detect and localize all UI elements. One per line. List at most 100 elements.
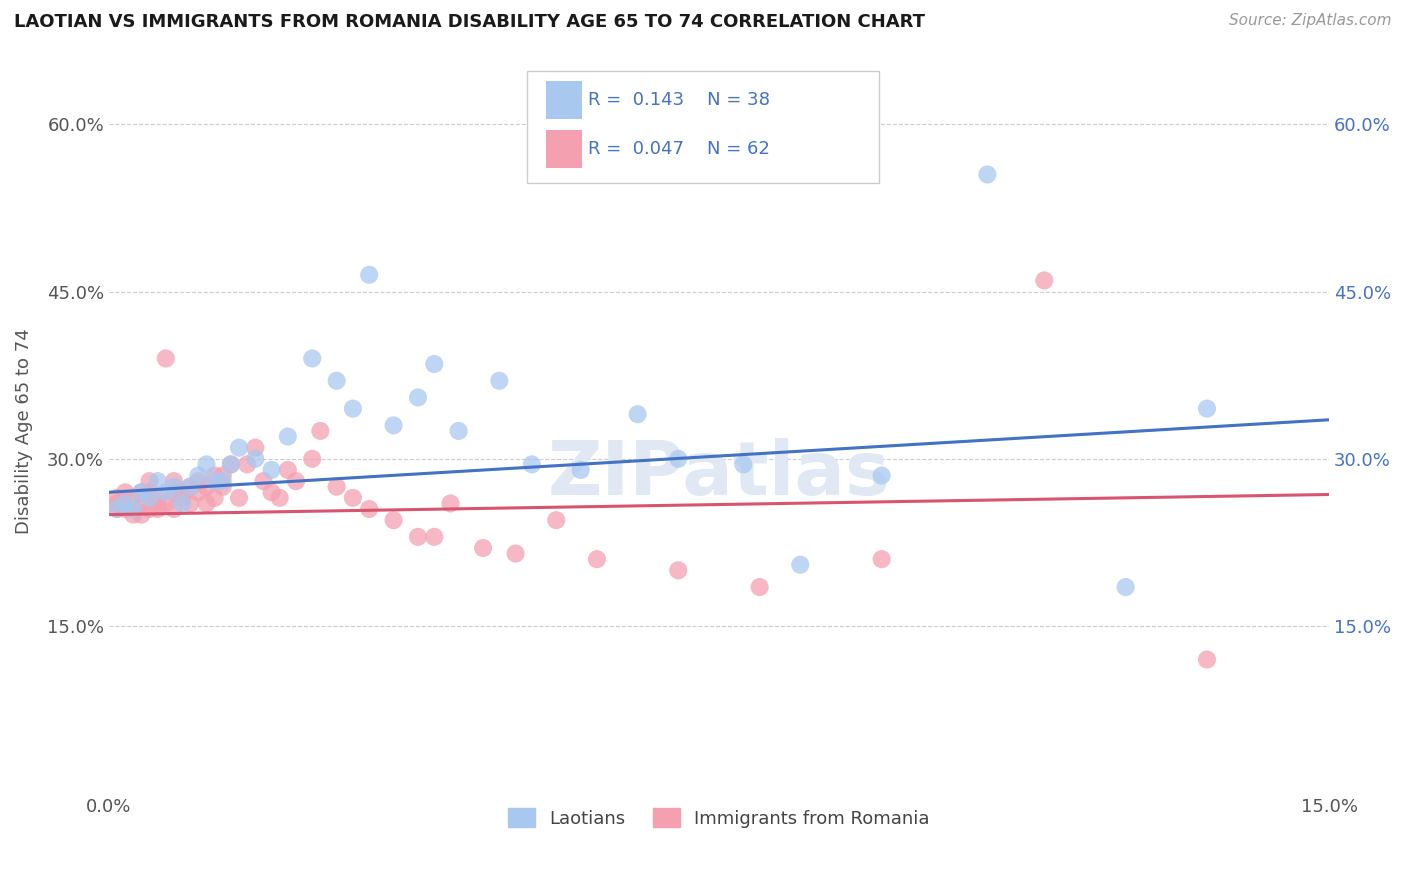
Point (204, 468, 226, 483)
Point (131, 496, 153, 510)
Point (236, 458, 259, 472)
Point (260, 485, 283, 500)
Point (586, 552, 609, 566)
Point (187, 485, 209, 500)
Point (342, 401, 364, 416)
Point (789, 558, 811, 572)
Point (114, 485, 136, 500)
Point (195, 496, 218, 510)
Point (146, 474, 169, 488)
Point (277, 429, 299, 443)
Point (1195, 401, 1218, 416)
Point (359, 502, 381, 516)
Point (269, 491, 291, 505)
Point (277, 463, 299, 477)
Point (122, 502, 145, 516)
Point (245, 451, 267, 466)
Y-axis label: Disability Age 65 to 74: Disability Age 65 to 74 (15, 328, 32, 533)
Point (219, 458, 242, 472)
Point (122, 502, 145, 516)
Point (155, 485, 177, 500)
Point (284, 474, 307, 488)
Point (309, 424, 332, 438)
Point (488, 374, 510, 388)
Point (505, 547, 527, 561)
Point (870, 468, 893, 483)
Point (626, 407, 648, 421)
Point (138, 502, 160, 516)
Point (138, 485, 160, 500)
Point (195, 458, 218, 472)
Point (138, 491, 160, 505)
Point (423, 530, 446, 544)
Point (325, 374, 347, 388)
Point (114, 502, 136, 516)
Point (211, 480, 233, 494)
Point (105, 496, 128, 510)
Point (666, 563, 689, 577)
Point (301, 351, 323, 366)
Point (1115, 580, 1137, 594)
Point (301, 451, 323, 466)
Point (569, 463, 592, 477)
Point (211, 468, 233, 483)
Point (870, 552, 893, 566)
Point (1033, 273, 1056, 287)
Point (359, 268, 381, 282)
Point (211, 474, 233, 488)
Point (228, 491, 250, 505)
Point (520, 458, 543, 472)
Point (382, 513, 405, 527)
Point (179, 496, 201, 510)
Point (163, 502, 186, 516)
Point (342, 491, 364, 505)
Text: R =  0.047    N = 62: R = 0.047 N = 62 (588, 140, 769, 158)
Point (155, 351, 177, 366)
Point (1195, 652, 1218, 666)
Point (187, 474, 209, 488)
Point (114, 496, 136, 510)
Point (666, 451, 689, 466)
Point (105, 491, 128, 505)
Point (325, 480, 347, 494)
Point (423, 357, 446, 371)
Point (245, 441, 267, 455)
Point (122, 508, 145, 522)
Point (131, 485, 153, 500)
Point (172, 496, 194, 510)
Point (105, 502, 128, 516)
Point (105, 502, 128, 516)
Text: ZIPatlas: ZIPatlas (547, 438, 890, 511)
Point (163, 474, 186, 488)
Point (447, 424, 470, 438)
Point (114, 496, 136, 510)
Point (179, 480, 201, 494)
Point (146, 496, 169, 510)
Point (122, 491, 145, 505)
Point (146, 491, 169, 505)
Point (179, 480, 201, 494)
Point (131, 485, 153, 500)
Point (748, 580, 770, 594)
Text: LAOTIAN VS IMMIGRANTS FROM ROMANIA DISABILITY AGE 65 TO 74 CORRELATION CHART: LAOTIAN VS IMMIGRANTS FROM ROMANIA DISAB… (14, 13, 925, 31)
Point (252, 474, 274, 488)
Point (228, 441, 250, 455)
Point (472, 541, 495, 555)
Point (187, 468, 209, 483)
Point (546, 513, 568, 527)
Point (204, 474, 226, 488)
Point (163, 485, 186, 500)
Point (976, 168, 998, 182)
Point (406, 530, 429, 544)
Point (260, 463, 283, 477)
Point (172, 491, 194, 505)
Point (146, 502, 169, 516)
Point (155, 496, 177, 510)
Text: Source: ZipAtlas.com: Source: ZipAtlas.com (1229, 13, 1392, 29)
Point (406, 391, 429, 405)
Point (204, 491, 226, 505)
Legend: Laotians, Immigrants from Romania: Laotians, Immigrants from Romania (501, 801, 936, 835)
Point (733, 458, 755, 472)
Point (439, 496, 461, 510)
Point (382, 418, 405, 433)
